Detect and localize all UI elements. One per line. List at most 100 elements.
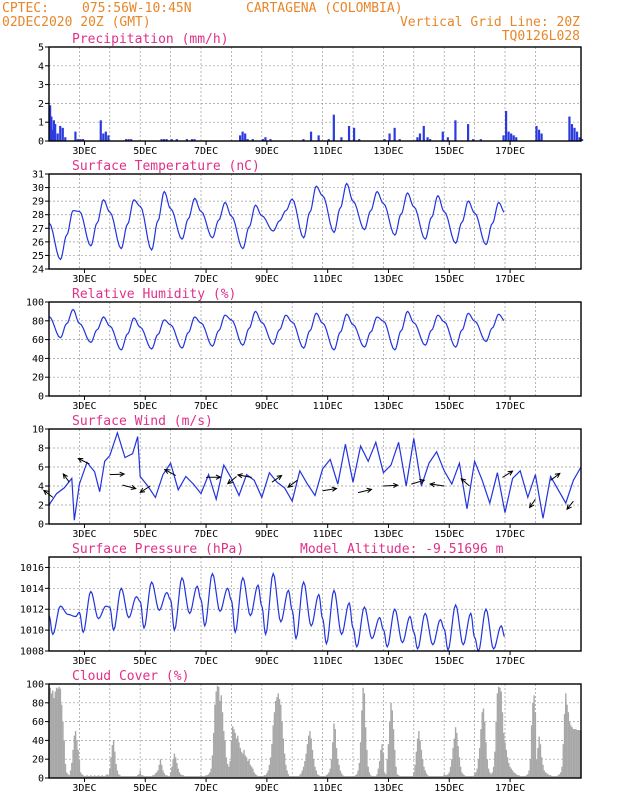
- cloud-bar: [476, 768, 478, 778]
- cloud-bar: [116, 770, 119, 778]
- cloud-bar: [214, 704, 216, 778]
- cloud-bar: [362, 687, 364, 778]
- cloud-bar: [421, 759, 424, 778]
- cloud-bar: [109, 768, 111, 778]
- cloud-bar: [548, 775, 551, 778]
- cloud-bar: [136, 775, 139, 778]
- press-note: Model Altitude: -9.51696 m: [300, 542, 504, 557]
- cloud-bar: [323, 776, 325, 778]
- cloud-bar: [155, 772, 158, 778]
- precip-title: Precipitation (mm/h): [72, 32, 229, 47]
- y-tick-label: 1014: [20, 584, 44, 595]
- cloud-bar: [201, 776, 203, 778]
- wind-vector-arrow: [550, 472, 561, 481]
- y-tick-label: 60: [32, 717, 44, 728]
- precip-bar: [426, 137, 429, 141]
- cloud-bar: [299, 775, 301, 778]
- press-frame: [48, 556, 582, 652]
- cloud-bar: [150, 776, 153, 778]
- precip-bar: [193, 139, 196, 141]
- wind-vector-arrow: [62, 473, 70, 483]
- cloud-bar: [344, 776, 347, 778]
- y-tick-label: 3: [38, 80, 44, 91]
- cloud-bar: [437, 776, 439, 778]
- cloud-bar: [152, 775, 154, 778]
- y-tick-label: 29: [32, 197, 44, 208]
- precip-bar: [81, 139, 85, 141]
- cloud-bar: [486, 759, 488, 778]
- cloud-bar: [333, 723, 335, 778]
- cloud-bar: [121, 776, 124, 778]
- precip-bar: [317, 135, 320, 141]
- cloud-bar: [273, 712, 276, 778]
- cloud-bar: [463, 775, 466, 778]
- cloud-bar: [504, 742, 506, 778]
- y-tick-label: 6: [38, 463, 44, 474]
- cloud-bar: [264, 775, 267, 778]
- cloud-bar: [330, 759, 333, 778]
- cloud-bar: [131, 776, 134, 778]
- cloud-bar: [205, 775, 207, 778]
- precip-bar: [50, 116, 53, 141]
- cloud-bar: [157, 770, 159, 778]
- x-tick-label: 7DEC: [194, 146, 218, 157]
- cloud-bar: [104, 776, 106, 778]
- cloud-bar: [67, 774, 69, 778]
- cloud-bar: [501, 712, 504, 778]
- cloud-bar: [553, 776, 556, 778]
- y-tick-label: 5: [38, 43, 44, 54]
- precip-bar: [512, 135, 515, 141]
- wind-vector-arrow: [271, 474, 283, 483]
- precip-bar: [264, 137, 267, 141]
- cloud-bar: [307, 735, 310, 778]
- precip-bar: [347, 125, 351, 141]
- cloud-bar: [206, 775, 209, 778]
- cloud-bar: [408, 776, 410, 778]
- cloud-bar: [367, 766, 369, 778]
- cloud-bar: [466, 776, 468, 778]
- cloud-bar: [63, 740, 65, 778]
- cloud-bar: [247, 761, 249, 778]
- cloud-bar: [416, 738, 419, 778]
- cloud-bar: [571, 727, 573, 778]
- precip-bar: [160, 139, 163, 141]
- cloud-bar: [288, 776, 291, 778]
- precip-bar: [51, 129, 54, 141]
- precip-bar: [56, 133, 59, 141]
- cloud-bar: [420, 749, 423, 778]
- cloud-bar: [568, 721, 571, 778]
- cloud-bar: [102, 776, 105, 778]
- cloud-bar: [577, 730, 580, 778]
- cloud-bar: [533, 695, 535, 778]
- x-tick-label: 7DEC: [194, 274, 218, 285]
- wind-vector-arrow: [109, 471, 126, 477]
- precip-bar: [244, 133, 247, 141]
- x-tick-label: 5DEC: [133, 274, 157, 285]
- cloud-bar: [503, 732, 505, 778]
- cloud-bar: [117, 774, 120, 778]
- cloud-bar: [294, 776, 296, 778]
- y-tick-label: 0: [38, 774, 44, 785]
- cloud-bar: [522, 776, 524, 778]
- cloud-bar: [487, 768, 490, 778]
- cloud-bar: [64, 763, 67, 778]
- header-init-time: 02DEC2020 20Z (GMT): [2, 15, 151, 30]
- x-tick-label: 17DEC: [495, 401, 525, 412]
- cloud-bar: [419, 740, 421, 778]
- cloud-bar: [435, 776, 438, 778]
- cloud-bar: [529, 759, 532, 778]
- cloud-bar: [196, 776, 198, 778]
- y-tick-label: 60: [32, 335, 44, 346]
- cloud-bar: [340, 773, 343, 778]
- precip-bar: [393, 127, 396, 141]
- cloud-bar: [561, 766, 563, 778]
- cloud-bar: [556, 776, 558, 778]
- y-tick-label: 24: [32, 265, 44, 276]
- cloud-bar: [182, 775, 184, 778]
- cloud-bar: [124, 776, 126, 778]
- cloud-bar: [111, 745, 114, 778]
- cloud-bar: [528, 770, 530, 778]
- precip-bar: [467, 124, 470, 141]
- cloud-bar: [261, 776, 263, 778]
- cloud-bar: [320, 776, 323, 778]
